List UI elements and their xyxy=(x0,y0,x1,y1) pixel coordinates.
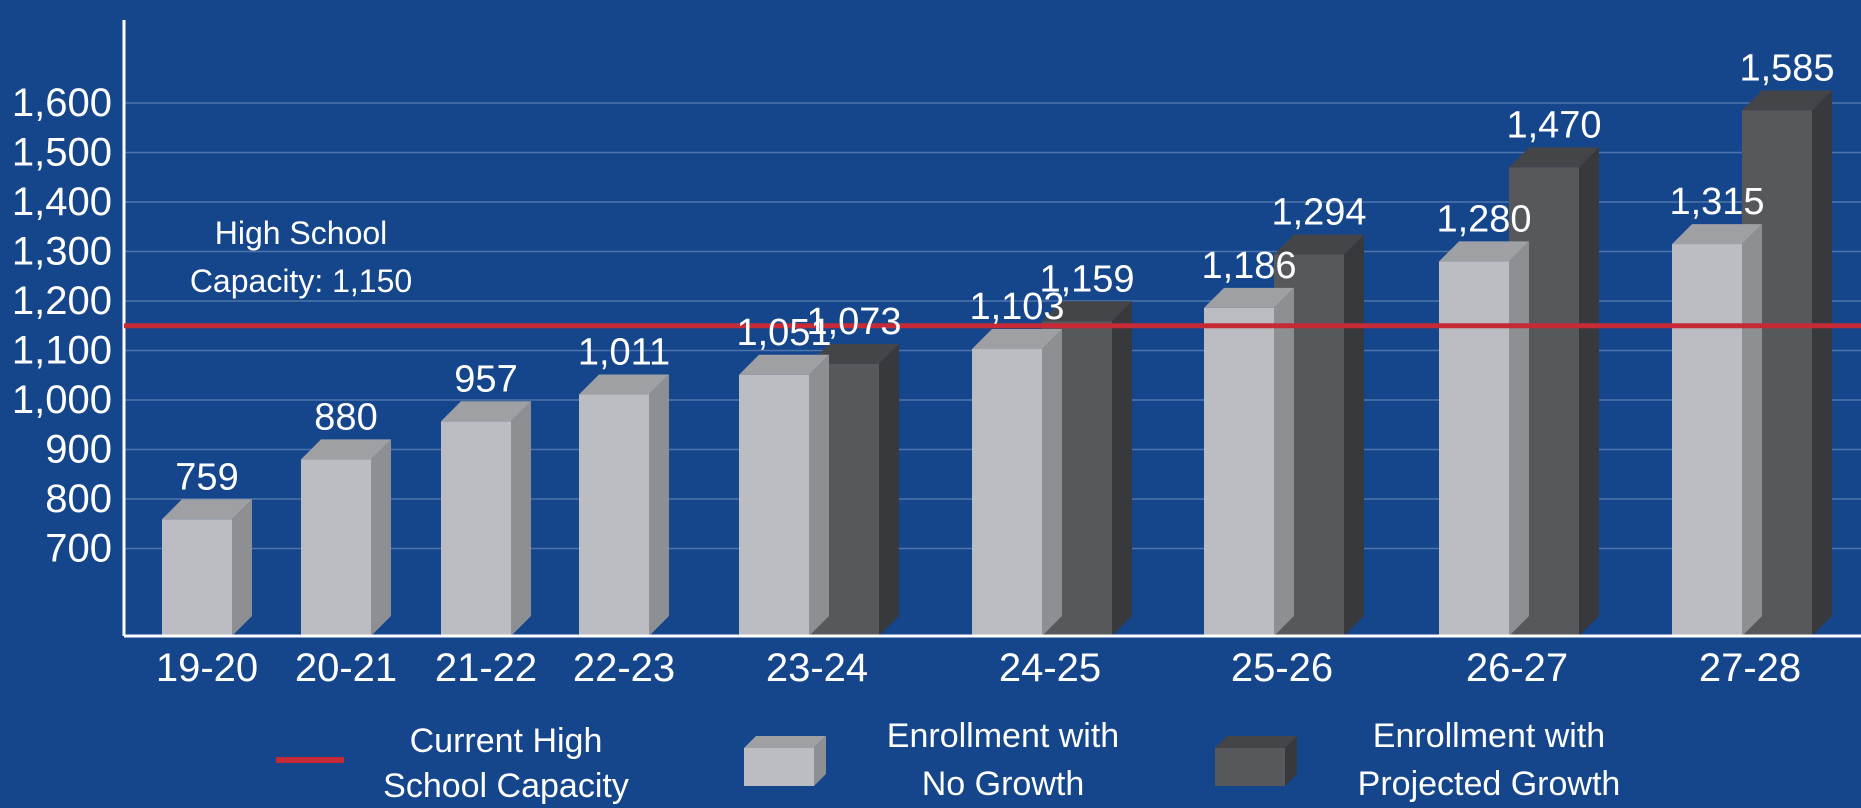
bar-no-growth xyxy=(1439,241,1529,636)
bar-no-growth xyxy=(441,401,531,636)
bar-no-growth xyxy=(162,499,252,636)
bar-value-label: 1,159 xyxy=(1039,258,1134,300)
legend-item-capacity: Current High School Capacity xyxy=(276,722,629,805)
y-tick-label: 900 xyxy=(45,428,112,472)
y-tick-label: 1,100 xyxy=(12,329,112,373)
x-tick-label: 19-20 xyxy=(156,646,258,690)
y-tick-label: 800 xyxy=(45,477,112,521)
bar-value-label: 1,186 xyxy=(1201,245,1296,287)
bar-value-label: 1,315 xyxy=(1669,181,1764,223)
bar-no-growth xyxy=(972,329,1062,636)
y-tick-label: 1,300 xyxy=(12,230,112,274)
bar-no-growth xyxy=(739,354,829,636)
x-tick-label: 21-22 xyxy=(435,646,537,690)
bar-value-label: 1,585 xyxy=(1739,47,1834,89)
x-tick-label: 26-27 xyxy=(1466,646,1568,690)
bar-value-label: 1,011 xyxy=(578,332,670,374)
bar-projected-growth xyxy=(1742,90,1832,637)
legend-no-growth-swatch xyxy=(744,736,826,786)
legend-projected-line-1: Enrollment with xyxy=(1373,717,1605,755)
y-tick-label: 1,200 xyxy=(12,279,112,323)
legend-item-no-growth: Enrollment with No Growth xyxy=(744,717,1119,803)
legend-no-growth-line-2: No Growth xyxy=(922,765,1085,803)
legend-capacity-line-2: School Capacity xyxy=(383,767,629,805)
legend-no-growth-line-1: Enrollment with xyxy=(887,717,1119,755)
y-tick-label: 1,600 xyxy=(12,81,112,125)
x-tick-label: 27-28 xyxy=(1699,646,1801,690)
bar-value-label: 880 xyxy=(314,396,377,438)
x-tick-label: 20-21 xyxy=(295,646,397,690)
x-tick-label: 25-26 xyxy=(1231,646,1333,690)
bar-no-growth xyxy=(1204,287,1294,636)
legend-projected-swatch xyxy=(1215,736,1297,786)
bar-value-label: 1,470 xyxy=(1506,104,1601,146)
bar-value-label: 957 xyxy=(454,358,517,400)
bar-value-label: 759 xyxy=(175,456,238,498)
x-tick-label: 22-23 xyxy=(573,646,675,690)
bar-value-label: 1,073 xyxy=(806,301,901,343)
bar-no-growth xyxy=(579,374,669,636)
y-tick-label: 1,500 xyxy=(12,131,112,175)
y-tick-label: 1,000 xyxy=(12,378,112,422)
legend-projected-line-2: Projected Growth xyxy=(1358,765,1621,803)
bar-value-label: 1,280 xyxy=(1436,198,1531,240)
y-tick-label: 1,400 xyxy=(12,180,112,224)
legend-item-projected: Enrollment with Projected Growth xyxy=(1215,717,1620,803)
legend: Current High School Capacity Enrollment … xyxy=(276,717,1620,805)
axis-tick-labels: 700 800 900 1,000 1,100 1,200 1,300 1,400 1,500 1… xyxy=(12,81,1801,690)
bar-value-label: 1,103 xyxy=(969,286,1064,328)
bar-value-label: 1,294 xyxy=(1271,191,1366,233)
bar-no-growth xyxy=(301,439,391,636)
capacity-label-line-1: High School xyxy=(215,215,388,251)
bars xyxy=(162,90,1832,637)
y-tick-label: 700 xyxy=(45,527,112,571)
legend-capacity-line-1: Current High xyxy=(410,722,603,760)
bar-value-label: 1,051 xyxy=(736,312,831,354)
bar-no-growth xyxy=(1672,224,1762,636)
x-tick-label: 24-25 xyxy=(999,646,1101,690)
capacity-reference: High School Capacity: 1,150 xyxy=(124,215,1861,329)
x-tick-label: 23-24 xyxy=(766,646,868,690)
capacity-label-line-2: Capacity: 1,150 xyxy=(190,263,412,299)
